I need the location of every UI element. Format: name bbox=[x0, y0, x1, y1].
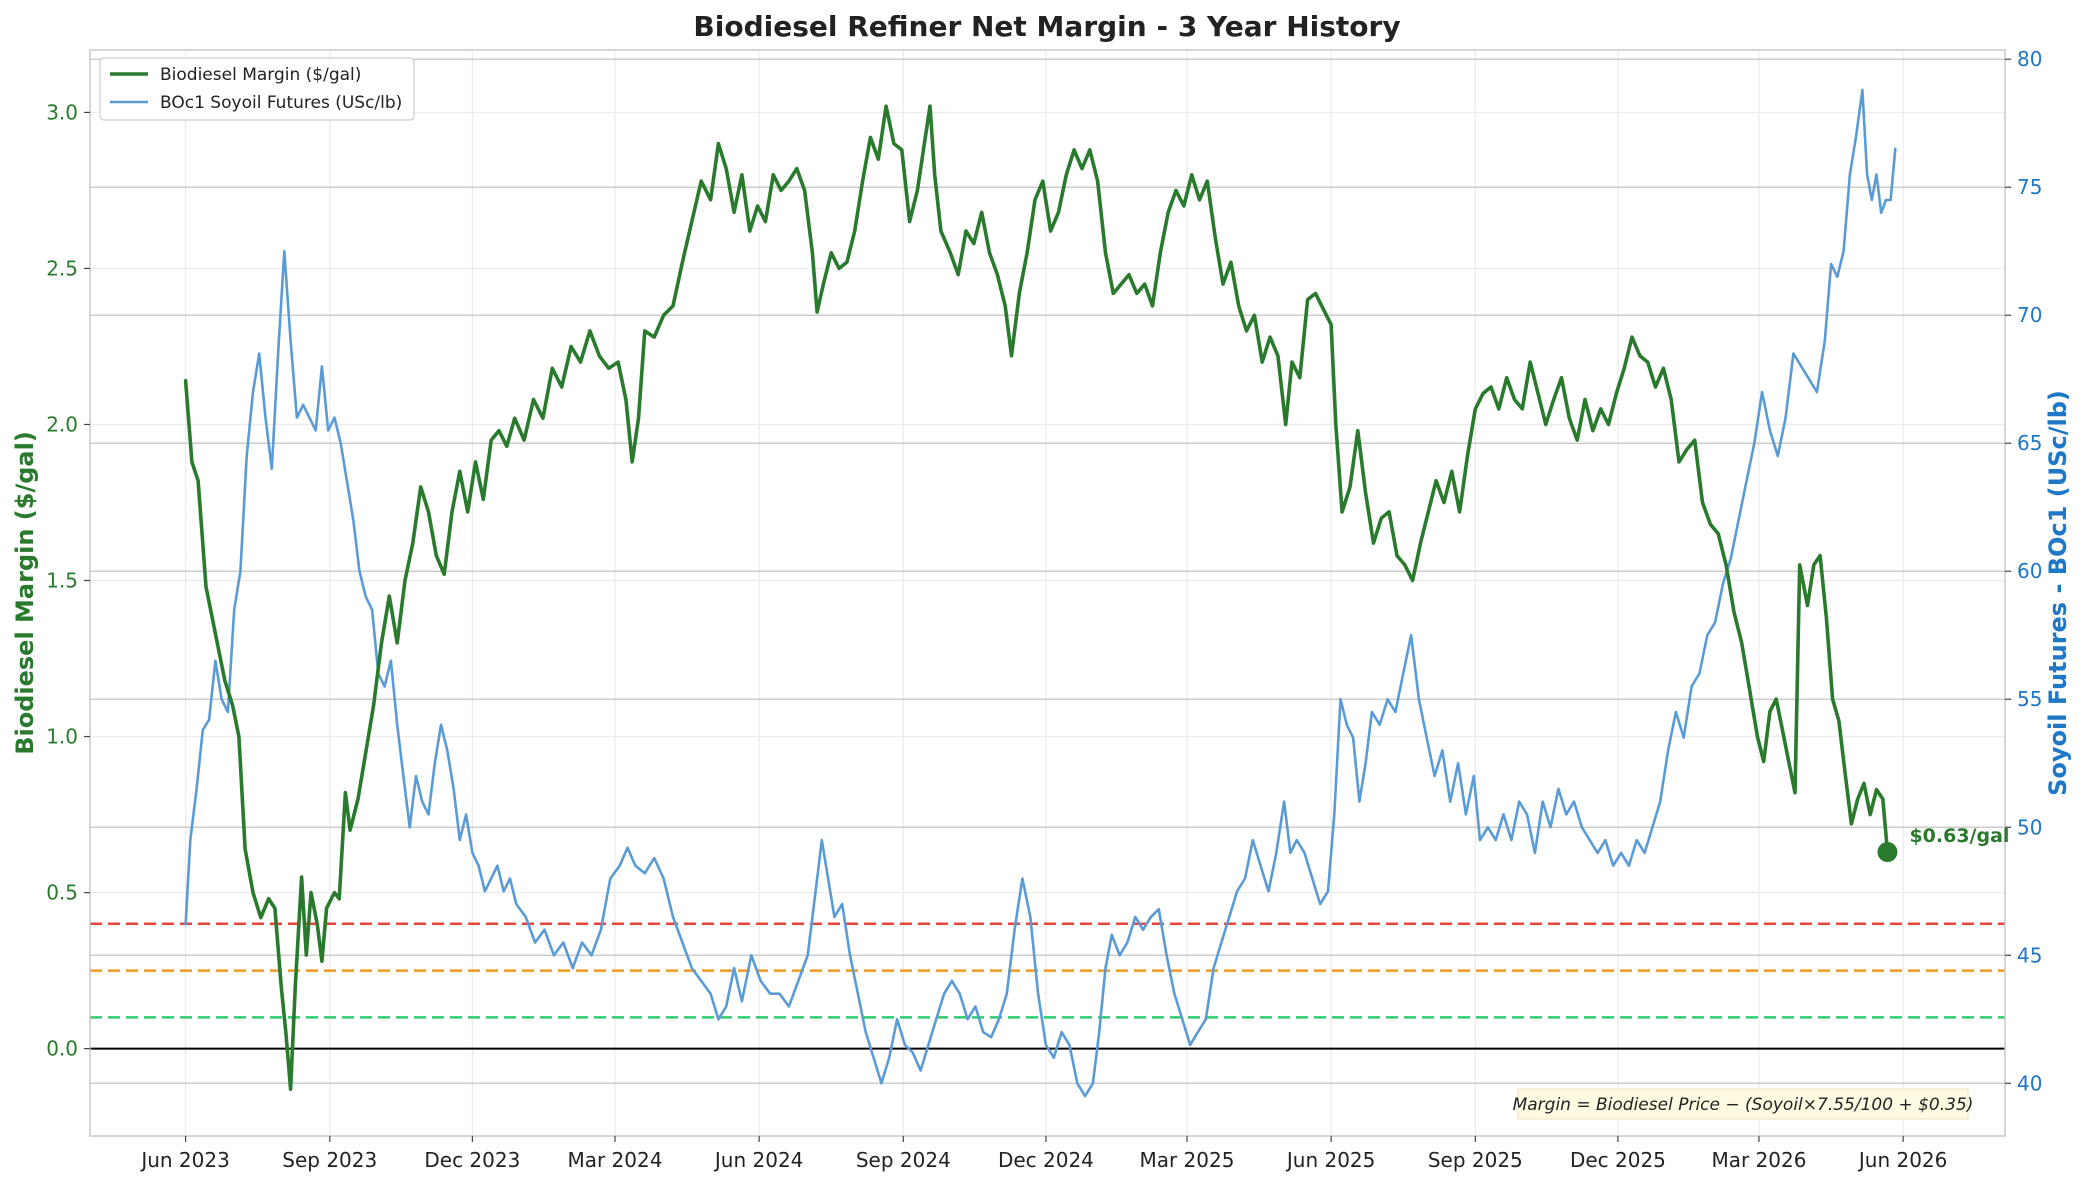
x-axis: Jun 2023 Sep 2023 Dec 2023 Mar 2024 Jun 2024… bbox=[139, 1136, 1947, 1172]
right-tick-label: 50 bbox=[2017, 815, 2042, 839]
formula-background bbox=[1517, 1088, 1969, 1120]
x-tick-label: Sep 2024 bbox=[856, 1148, 951, 1172]
grid bbox=[90, 50, 2005, 1136]
right-tick-label: 45 bbox=[2017, 943, 2042, 967]
x-tick-label: Sep 2023 bbox=[282, 1148, 377, 1172]
x-tick-label: Dec 2023 bbox=[424, 1148, 520, 1172]
legend-label-soyoil: BOc1 Soyoil Futures (USc/lb) bbox=[160, 93, 402, 113]
x-tick-label: Jun 2025 bbox=[1285, 1148, 1376, 1172]
right-axis-label: Soyoil Futures - BOc1 (USc/lb) bbox=[2044, 390, 2072, 796]
left-tick-label: 2.0 bbox=[46, 412, 78, 436]
right-tick-label: 75 bbox=[2017, 175, 2042, 199]
right-tick-label: 40 bbox=[2017, 1071, 2042, 1095]
series-line-soyoil bbox=[184, 88, 1897, 1098]
x-tick-label: Mar 2024 bbox=[567, 1148, 662, 1172]
series-line-margin bbox=[183, 104, 1890, 1091]
left-tick-label: 1.5 bbox=[46, 569, 78, 593]
left-tick-label: 1.0 bbox=[46, 725, 78, 749]
end-point-label: $0.63/gal bbox=[1909, 825, 2009, 847]
left-tick-label: 0.0 bbox=[46, 1037, 78, 1061]
legend-box bbox=[99, 57, 415, 121]
formula-box: Margin = Biodiesel Price − (Soyoil×7.55/… bbox=[1513, 1088, 1974, 1120]
x-tick-label: Jun 2023 bbox=[139, 1148, 230, 1172]
x-tick-label: Sep 2025 bbox=[1428, 1148, 1523, 1172]
left-tick-label: 0.5 bbox=[46, 881, 78, 905]
end-point-marker bbox=[1877, 842, 1898, 863]
x-tick-label: Dec 2025 bbox=[1570, 1148, 1666, 1172]
x-tick-label: Jun 2026 bbox=[1857, 1148, 1948, 1172]
left-tick-label: 3.0 bbox=[46, 100, 78, 124]
right-tick-label: 65 bbox=[2017, 431, 2042, 455]
x-tick-label: Mar 2026 bbox=[1711, 1148, 1806, 1172]
right-axis: 40 45 50 55 60 65 70 75 80 bbox=[2005, 47, 2042, 1095]
legend: Biodiesel Margin ($/gal) BOc1 Soyoil Fut… bbox=[99, 57, 415, 121]
right-tick-label: 70 bbox=[2017, 303, 2042, 327]
right-tick-label: 55 bbox=[2017, 687, 2042, 711]
x-tick-label: Jun 2024 bbox=[713, 1148, 804, 1172]
chart-title: Biodiesel Refiner Net Margin - 3 Year Hi… bbox=[693, 10, 1400, 43]
x-tick-label: Dec 2024 bbox=[998, 1148, 1094, 1172]
legend-label-margin: Biodiesel Margin ($/gal) bbox=[160, 65, 361, 85]
left-axis: 0.0 0.5 1.0 1.5 2.0 2.5 3.0 bbox=[46, 100, 90, 1061]
series-layer bbox=[183, 88, 1897, 1098]
formula-note: Margin = Biodiesel Price − (Soyoil×7.55/… bbox=[1513, 1095, 1974, 1115]
plot-frame bbox=[89, 49, 2006, 1137]
right-tick-label: 80 bbox=[2017, 47, 2042, 71]
right-tick-label: 60 bbox=[2017, 559, 2042, 583]
left-tick-label: 2.5 bbox=[46, 256, 78, 280]
x-tick-label: Mar 2025 bbox=[1139, 1148, 1234, 1172]
left-axis-label: Biodiesel Margin ($/gal) bbox=[11, 431, 39, 755]
